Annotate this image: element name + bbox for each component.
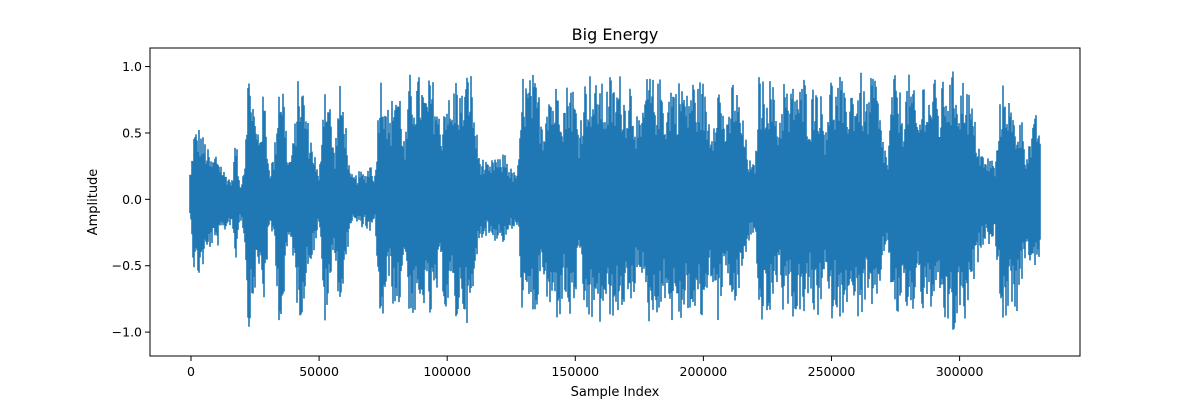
- x-tick-label: 300000: [936, 364, 984, 379]
- x-tick-label: 100000: [423, 364, 471, 379]
- x-tick-label: 200000: [680, 364, 728, 379]
- waveform-line: [189, 71, 1041, 330]
- x-axis-label: Sample Index: [571, 385, 660, 400]
- y-tick-label: −1.0: [112, 325, 142, 340]
- y-tick-label: 0.0: [122, 192, 142, 207]
- y-axis-label: Amplitude: [86, 169, 101, 236]
- y-axis: −1.0 −0.5 0.0 0.5 1.0: [112, 59, 150, 340]
- x-tick-label: 50000: [299, 364, 339, 379]
- waveform-series: [189, 71, 1041, 330]
- y-tick-label: 1.0: [122, 59, 142, 74]
- x-axis: 0 50000 100000 150000 200000 250000 300000: [187, 356, 983, 379]
- chart-title: Big Energy: [572, 25, 659, 44]
- x-tick-label: 150000: [551, 364, 599, 379]
- y-tick-label: −0.5: [112, 258, 142, 273]
- plot-frame: [149, 47, 1081, 357]
- plot-area: [189, 71, 1041, 330]
- y-tick-label: 0.5: [122, 125, 142, 140]
- x-tick-label: 250000: [808, 364, 856, 379]
- x-tick-label: 0: [187, 364, 195, 379]
